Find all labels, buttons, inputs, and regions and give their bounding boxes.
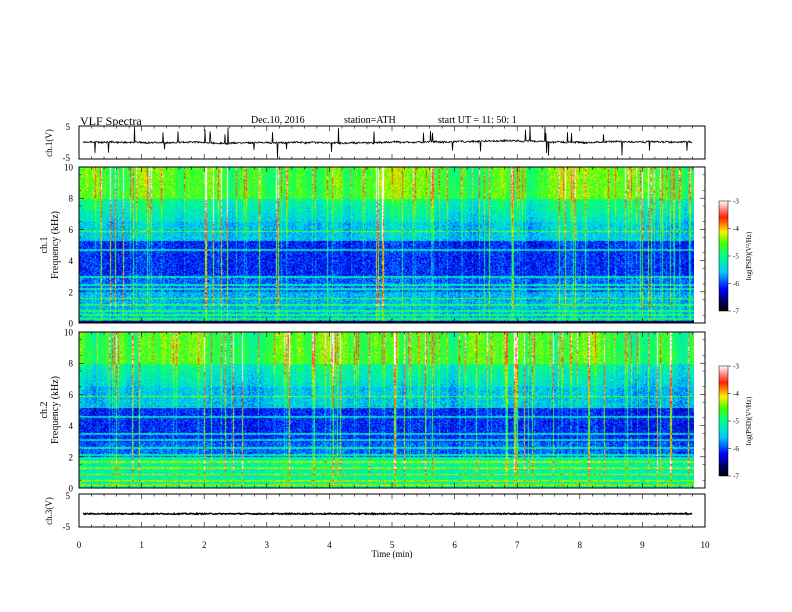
x-tick-label: 5	[390, 540, 395, 550]
ch2-spec-ytick-label: 0	[69, 484, 74, 494]
ch1-colorbar-ticks: -3 -4 -5 -6 -7	[728, 198, 739, 316]
ch3-ticks	[78, 494, 706, 527]
ch3-ytick-bottom: -5	[63, 522, 71, 532]
ch2-spec-ytick-label: 10	[64, 328, 74, 338]
ch2-spec-ticks: 0 2 4 6 8 10	[64, 328, 706, 494]
ch1-colorbar-tick-label: -5	[733, 253, 739, 261]
ch1-ytick-bottom: -5	[63, 153, 71, 163]
ch1-spec-ytick-label: 10	[64, 163, 74, 173]
ch2-spec-ylabel-ch: ch.2	[39, 402, 50, 419]
chart-title: VLF Spectra	[80, 114, 142, 128]
x-tick-label: 2	[202, 540, 207, 550]
ch1-spec-ylabel-freq: Frequency (kHz)	[50, 211, 61, 279]
ch1-spec-ylabel-ch: ch.1	[39, 237, 50, 254]
x-tick-label: 0	[77, 540, 82, 550]
ch1-ylabel: ch.1(V)	[44, 129, 54, 157]
ch1-colorbar-tick-label: -3	[733, 198, 739, 206]
ch2-colorbar-tick-label: -6	[733, 445, 739, 453]
ch2-spec-ytick-label: 4	[69, 421, 74, 431]
ch1-spec-ytick-label: 8	[69, 194, 74, 204]
ch3-ylabel: ch.3(V)	[44, 497, 54, 525]
x-tick-label: 9	[640, 540, 645, 550]
x-tick-label: 1	[139, 540, 144, 550]
ch3-series-line	[82, 511, 693, 516]
ch1-colorbar-tick-label: -6	[733, 280, 739, 288]
ch2-spec-ytick-label: 6	[69, 390, 74, 400]
ch1-spectrogram-heatmap	[79, 167, 694, 323]
ch2-colorbar-tick-label: -5	[733, 418, 739, 426]
ch2-colorbar-ticks: -3 -4 -5 -6 -7	[728, 363, 739, 481]
ch1-ticks	[78, 126, 706, 159]
x-axis-tick-labels: 0 1 2 3 4 5 6 7 8 9 10	[77, 540, 710, 550]
station-label: station=ATH	[344, 115, 396, 126]
ch1-colorbar-tick-label: -4	[733, 225, 739, 233]
start-time-label: start UT = 11: 50: 1	[438, 115, 517, 126]
x-tick-label: 4	[327, 540, 332, 550]
ch2-colorbar-tick-label: -3	[733, 363, 739, 371]
ch2-colorbar	[718, 365, 729, 477]
ch2-spectrogram-heatmap	[79, 332, 694, 488]
ch3-waveform-panel: 5 -5 ch.3(V)	[44, 491, 706, 532]
x-tick-label: 10	[701, 540, 711, 550]
ch1-spec-ytick-label: 2	[69, 287, 74, 297]
x-tick-label: 7	[515, 540, 520, 550]
date-label: Dec.10, 2016	[251, 115, 305, 126]
ch1-colorbar-label: log(PSD)(V²/Hz)	[745, 231, 753, 280]
ch1-spec-ytick-label: 0	[69, 319, 74, 329]
ch2-spec-ytick-label: 2	[69, 452, 74, 462]
ch1-waveform-panel: 5 -5 ch.1(V)	[44, 122, 706, 163]
ch2-colorbar-label: log(PSD)(V²/Hz)	[745, 396, 753, 445]
ch1-spec-ytick-label: 6	[69, 225, 74, 235]
ch1-colorbar-tick-label: -7	[733, 308, 739, 316]
x-axis-label: Time (min)	[372, 549, 413, 559]
ch1-ytick-top: 5	[66, 122, 71, 132]
ch3-ytick-top: 5	[66, 491, 71, 501]
ch2-spec-ylabel-freq: Frequency (kHz)	[50, 376, 61, 444]
ch2-spec-ytick-label: 8	[69, 359, 74, 369]
ch2-colorbar-tick-label: -7	[733, 473, 739, 481]
x-tick-label: 6	[452, 540, 457, 550]
ch1-colorbar	[718, 200, 729, 312]
x-tick-label: 8	[578, 540, 583, 550]
ch1-series-line	[82, 126, 693, 159]
ch1-spec-ytick-label: 4	[69, 256, 74, 266]
ch2-colorbar-tick-label: -4	[733, 390, 739, 398]
ch1-spec-ticks: 0 2 4 6 8 10	[64, 163, 706, 329]
x-tick-label: 3	[265, 540, 270, 550]
